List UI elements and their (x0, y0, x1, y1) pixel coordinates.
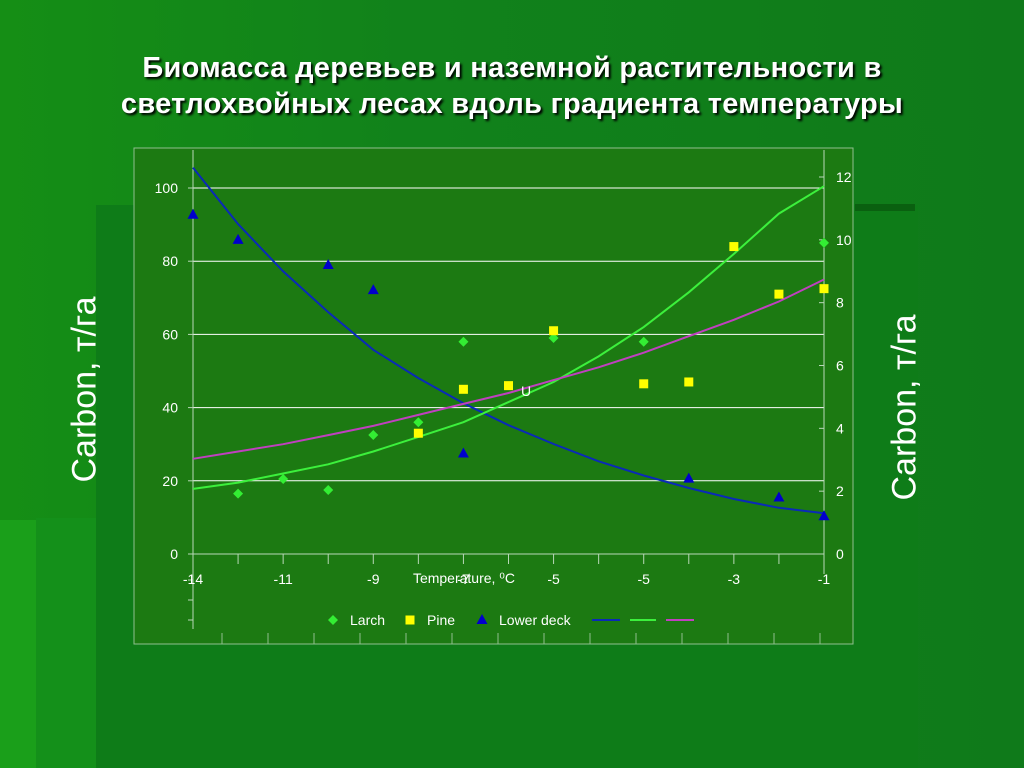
y-tick-label-right: 10 (836, 232, 852, 248)
lower-deck-point (367, 284, 379, 295)
x-tick-label: -7 (457, 571, 470, 587)
legend-marker (328, 615, 338, 625)
lower-deck-point (322, 258, 334, 269)
page-title: Биомасса деревьев и наземной растительно… (60, 50, 964, 122)
pine-point (549, 326, 559, 336)
y-tick-label-right: 6 (836, 358, 844, 374)
x-tick-label: -9 (367, 571, 380, 587)
annotation: U (521, 383, 531, 399)
x-tick-label: -14 (183, 571, 203, 587)
pine-point (504, 381, 513, 391)
larch-point (233, 488, 244, 499)
y-tick-label-left: 80 (162, 253, 178, 269)
pine-point (819, 284, 829, 294)
y-tick-label-right: 8 (836, 295, 844, 311)
legend-marker (476, 614, 488, 624)
y-tick-label-left: 20 (162, 473, 178, 489)
pine-point (774, 289, 784, 299)
legend-marker (405, 615, 415, 625)
legend-label: Larch (350, 612, 385, 628)
larch-point (278, 473, 289, 484)
pine-point (729, 242, 739, 252)
larch-point (458, 336, 469, 347)
legend-label: Lower deck (499, 612, 572, 628)
pine-point (458, 384, 468, 394)
y-tick-label-left: 60 (162, 326, 178, 342)
x-axis-label: Temperature, ⁰C (413, 570, 515, 586)
lower-deck-point (457, 447, 469, 458)
trend-line (192, 278, 825, 460)
y-tick-label-left: 40 (162, 400, 178, 416)
x-tick-label: -5 (547, 571, 560, 587)
y-tick-label-right: 12 (836, 169, 852, 185)
x-tick-label: -5 (637, 571, 650, 587)
lower-deck-point (683, 472, 695, 483)
pine-point (684, 377, 694, 387)
background-bar (855, 204, 915, 211)
background-panel-left (0, 520, 40, 768)
lower-deck-point (187, 208, 199, 219)
larch-point (323, 484, 334, 495)
larch-point (548, 333, 559, 344)
x-tick-label: -11 (274, 571, 293, 587)
lower-deck-point (773, 491, 785, 502)
y-tick-label-right: 0 (836, 546, 844, 562)
x-tick-label: -1 (818, 571, 831, 587)
x-tick-label: -3 (728, 571, 741, 587)
y-tick-label-right: 2 (836, 483, 844, 499)
pine-point (413, 428, 423, 438)
trend-line (192, 185, 825, 490)
larch-point (413, 417, 424, 428)
title-line-2: светлохвойных лесах вдоль градиента темп… (120, 88, 904, 120)
lower-deck-point (818, 510, 830, 521)
title-line-1: Биомасса деревьев и наземной растительно… (142, 52, 882, 84)
larch-point (638, 336, 649, 347)
larch-point (368, 430, 379, 441)
background-panel-mid (36, 518, 96, 768)
y-tick-label-left: 100 (155, 180, 179, 196)
legend-label: Pine (427, 612, 455, 628)
y-tick-label-right: 4 (836, 420, 844, 436)
trend-line (192, 166, 825, 515)
larch-point (819, 237, 829, 248)
y-tick-label-left: 0 (170, 546, 178, 562)
lower-deck-point (232, 233, 244, 244)
pine-point (639, 379, 649, 389)
